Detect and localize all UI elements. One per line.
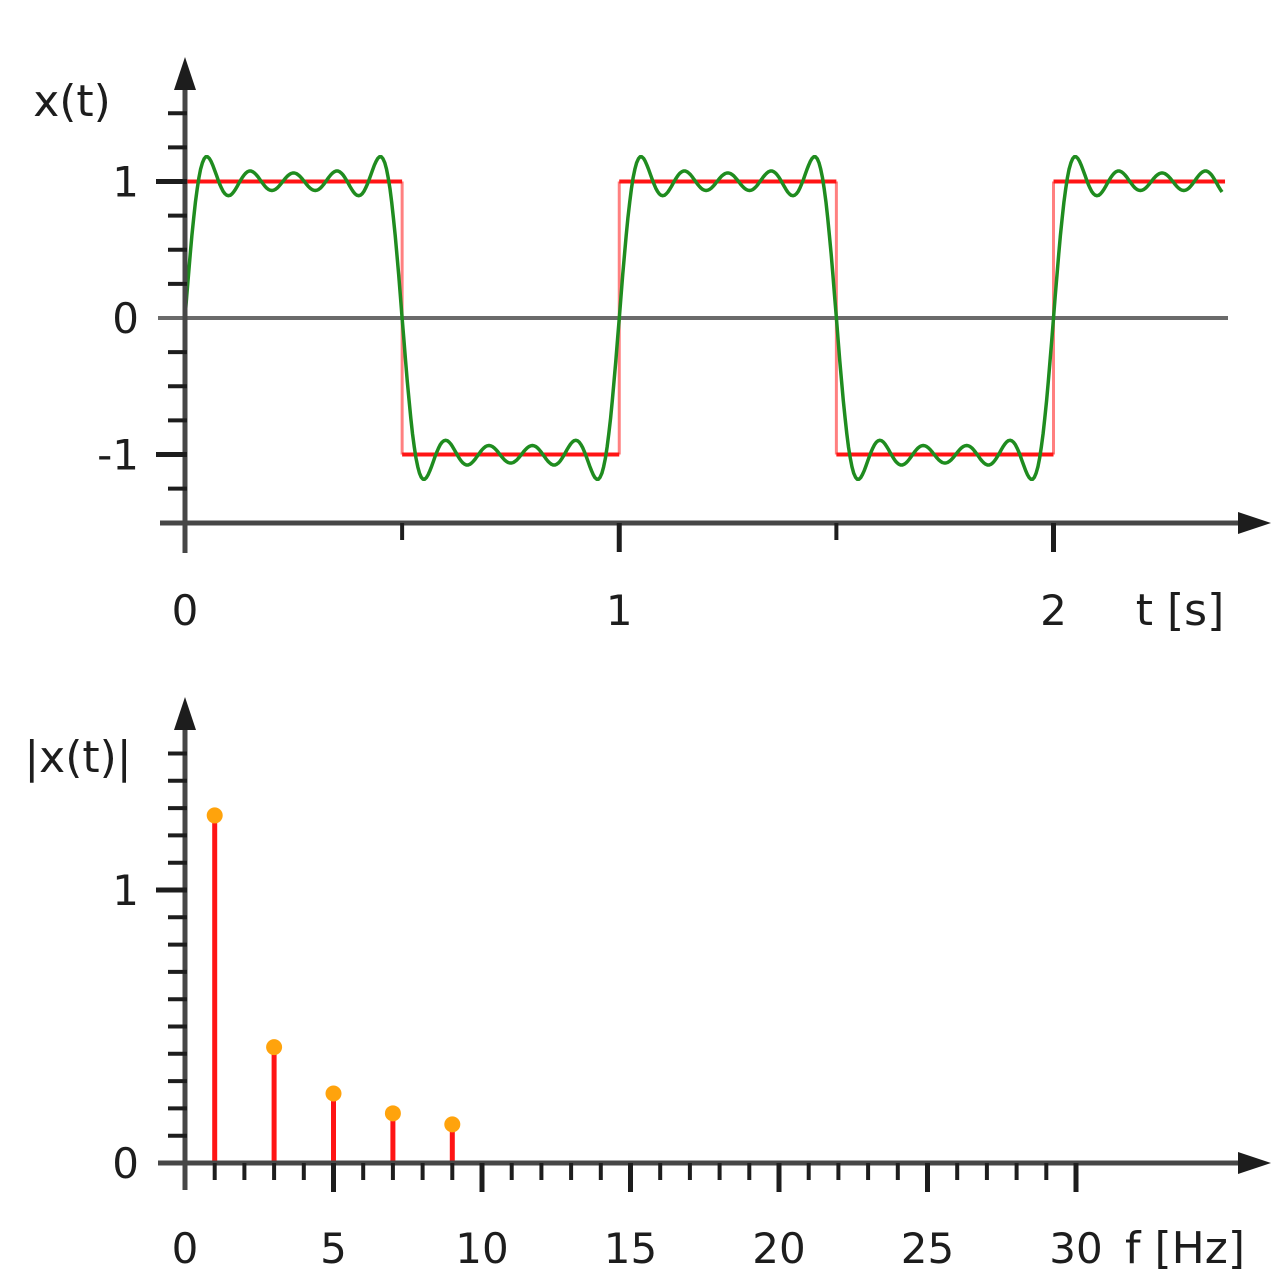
x-tick-label: 2 — [1040, 586, 1067, 635]
stem-dot — [266, 1039, 283, 1056]
y-tick-label: 0 — [112, 294, 139, 343]
x-tick-label: 30 — [1049, 1224, 1102, 1273]
x-axis-arrow-icon — [1238, 1152, 1271, 1174]
y-tick-label: 1 — [112, 866, 139, 915]
curve-fourier-sum — [183, 155, 1224, 481]
y-axis-arrow-icon — [174, 697, 196, 730]
x-tick-label: 15 — [604, 1224, 657, 1273]
spectrum-axes — [158, 697, 1271, 1190]
spectrum-ticks — [156, 751, 1079, 1192]
x-tick-label: 10 — [455, 1224, 508, 1273]
y-axis-arrow-icon — [174, 57, 196, 90]
time-domain-axes — [160, 57, 1271, 553]
x-axis-arrow-icon — [1238, 512, 1271, 534]
stem-dot — [384, 1105, 401, 1122]
x-tick-label: 1 — [606, 586, 633, 635]
time-domain-y-axis-label: x(t) — [33, 76, 111, 127]
spectrum-x-axis-label: f [Hz] — [1125, 1223, 1245, 1274]
x-tick-label: 25 — [901, 1224, 954, 1273]
time-domain-x-axis-label: t [s] — [1136, 585, 1225, 636]
spectrum-y-axis-label: |x(t)| — [24, 732, 131, 783]
stem-dot — [206, 807, 223, 824]
time-domain-curves — [183, 155, 1226, 481]
spectrum-stems — [206, 807, 461, 1161]
y-tick-label: 0 — [112, 1139, 139, 1188]
time-domain-tick-labels: 1 0 -1 0 1 2 — [97, 158, 1067, 636]
y-tick-label: -1 — [97, 431, 139, 480]
x-tick-label: 5 — [320, 1224, 347, 1273]
x-tick-label: 0 — [172, 586, 199, 635]
time-domain-ticks — [156, 111, 1056, 552]
x-tick-label: 20 — [752, 1224, 805, 1273]
spectrum-tick-labels: 010 5 10 15 20 25 30 — [112, 866, 1102, 1273]
stem-dot — [325, 1085, 342, 1102]
x-tick-label: 0 — [172, 1224, 199, 1273]
y-tick-label: 1 — [112, 158, 139, 207]
stem-dot — [444, 1116, 461, 1133]
